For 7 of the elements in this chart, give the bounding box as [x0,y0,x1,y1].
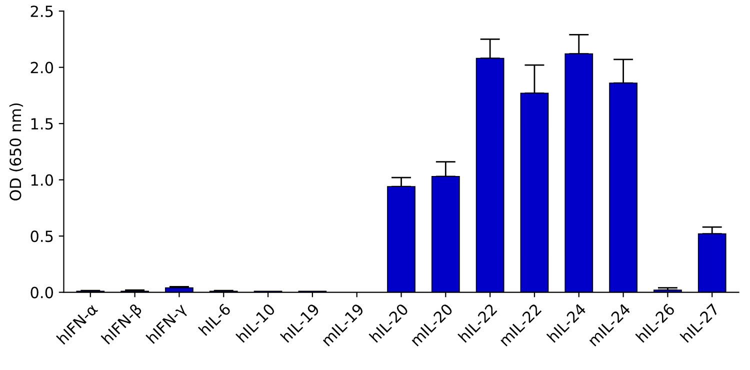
y-tick-label: 1.5 [31,118,53,130]
y-tick-label: 2.5 [30,6,53,18]
y-tick-label: 0.0 [30,286,54,298]
y-tick-label: 0.5 [30,230,53,242]
y-tick-label: 2.0 [30,62,54,74]
y-tick-label: 1.0 [31,174,54,186]
y-axis-title: OD (650 nm) [9,103,24,200]
